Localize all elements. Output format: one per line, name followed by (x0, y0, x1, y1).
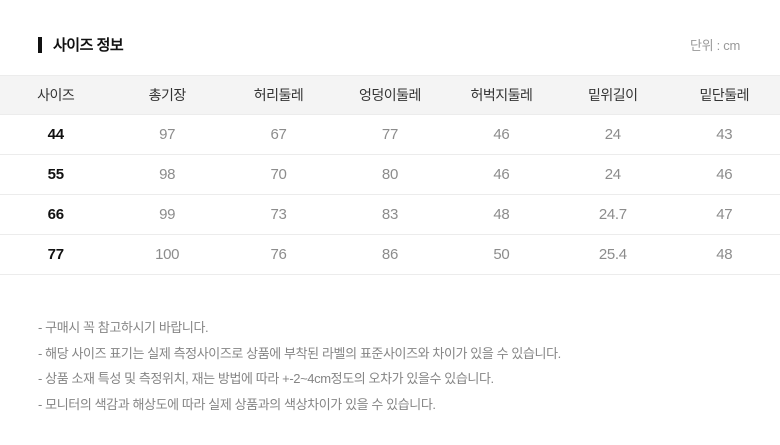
size-cell: 77 (0, 234, 112, 275)
measurement-cell: 83 (334, 194, 446, 235)
measurement-cell: 77 (334, 114, 446, 155)
note-line: - 구매시 꼭 참고하시기 바랍니다. (38, 320, 209, 335)
measurement-cell: 97 (111, 114, 223, 155)
size-cell: 66 (0, 194, 112, 235)
table-row: 66 99 73 83 48 24.7 47 (0, 194, 780, 235)
measurement-cell: 86 (334, 234, 446, 275)
size-table-head: 사이즈 총기장 허리둘레 엉덩이둘레 허벅지둘레 밑위길이 밑단둘레 (0, 75, 780, 115)
unit-label: 단위 : cm (690, 38, 740, 53)
size-table-body: 44 97 67 77 46 24 43 55 98 70 80 46 24 4… (0, 114, 780, 275)
title-wrap: 사이즈 정보 (38, 34, 124, 55)
measurement-cell: 50 (445, 234, 558, 275)
measurement-cell: 46 (668, 154, 780, 195)
column-header-size: 사이즈 (0, 75, 112, 115)
column-header-hem: 밑단둘레 (668, 75, 780, 115)
measurement-cell: 46 (445, 154, 558, 195)
measurement-cell: 43 (668, 114, 780, 155)
measurement-cell: 25.4 (557, 234, 669, 275)
measurement-cell: 98 (111, 154, 223, 195)
table-row: 77 100 76 86 50 25.4 48 (0, 234, 780, 275)
table-row: 44 97 67 77 46 24 43 (0, 114, 780, 155)
size-cell: 55 (0, 154, 112, 195)
note-line: - 상품 소재 특성 및 측정위치, 재는 방법에 따라 +-2~4cm정도의 … (38, 371, 494, 386)
note-line: - 해당 사이즈 표기는 실제 측정사이즈로 상품에 부착된 라벨의 표준사이즈… (38, 345, 561, 361)
measurement-cell: 80 (334, 154, 446, 195)
measurement-cell: 24.7 (557, 194, 669, 235)
measurement-cell: 47 (668, 194, 780, 235)
measurement-cell: 46 (445, 114, 558, 155)
measurement-cell: 48 (445, 194, 558, 235)
section-header: 사이즈 정보 단위 : cm (38, 34, 740, 55)
size-table: 사이즈 총기장 허리둘레 엉덩이둘레 허벅지둘레 밑위길이 밑단둘레 44 97… (0, 75, 780, 275)
page-title: 사이즈 정보 (53, 37, 124, 54)
column-header-hip: 엉덩이둘레 (334, 75, 446, 115)
column-header-rise: 밑위길이 (557, 75, 669, 115)
measurement-cell: 24 (557, 114, 669, 155)
measurement-cell: 48 (668, 234, 780, 275)
size-cell: 44 (0, 114, 112, 155)
title-accent-bar (38, 36, 42, 53)
measurement-cell: 76 (222, 234, 335, 275)
measurement-cell: 99 (111, 194, 223, 235)
measurement-cell: 70 (222, 154, 335, 195)
table-row: 55 98 70 80 46 24 46 (0, 154, 780, 195)
column-header-thigh: 허벅지둘레 (445, 75, 558, 115)
note-line: - 모니터의 색감과 해상도에 따라 실제 상품과의 색상차이가 있을 수 있습… (38, 396, 436, 412)
measurement-cell: 24 (557, 154, 669, 195)
column-header-waist: 허리둘레 (222, 75, 335, 115)
notes-list: - 구매시 꼭 참고하시기 바랍니다. - 해당 사이즈 표기는 실제 측정사이… (38, 315, 750, 417)
measurement-cell: 73 (222, 194, 335, 235)
measurement-cell: 100 (111, 234, 223, 275)
column-header-total-length: 총기장 (111, 75, 223, 115)
header-row: 사이즈 총기장 허리둘레 엉덩이둘레 허벅지둘레 밑위길이 밑단둘레 (0, 75, 780, 115)
measurement-cell: 67 (222, 114, 335, 155)
